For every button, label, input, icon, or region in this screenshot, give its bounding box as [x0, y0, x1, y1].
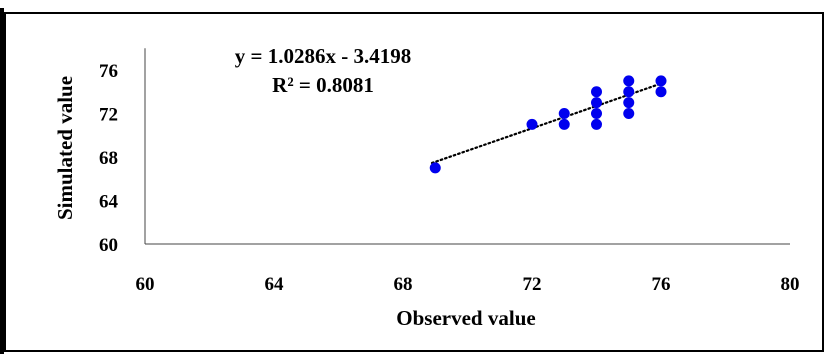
- y-tick-label: 60: [99, 235, 118, 256]
- data-point: [591, 86, 602, 98]
- data-point: [591, 97, 602, 109]
- x-tick-label: 68: [394, 274, 413, 295]
- y-axis-title: Simulated value: [53, 76, 77, 220]
- trendline: [430, 81, 664, 165]
- data-point: [526, 118, 538, 130]
- x-tick-label: 64: [265, 274, 285, 295]
- x-tick-label: 80: [781, 274, 800, 295]
- data-point: [655, 86, 667, 98]
- data-point: [558, 108, 570, 119]
- data-point: [623, 75, 635, 87]
- x-tick-label: 72: [523, 274, 542, 295]
- axes: [144, 48, 790, 245]
- data-point: [591, 118, 602, 130]
- data-point: [591, 108, 602, 119]
- x-axis-title: Observed value: [396, 306, 535, 330]
- y-tick-label: 68: [99, 148, 118, 169]
- data-point: [623, 86, 635, 98]
- data-point: [558, 118, 570, 130]
- tick-labels: 60 64 68 72 76 80 60 64 68 72 76: [99, 61, 800, 295]
- x-tick-label: 76: [652, 274, 671, 295]
- y-tick-label: 72: [99, 105, 118, 126]
- y-tick-label: 76: [99, 61, 118, 82]
- points-layer: [429, 75, 667, 174]
- frame-shadow: [0, 8, 4, 354]
- y-tick-label: 64: [99, 192, 119, 213]
- chart-frame: [4, 12, 824, 352]
- trendline-layer: [430, 81, 664, 165]
- r-squared-label: R² = 0.8081: [272, 73, 374, 97]
- trendline-equation: y = 1.0286x - 3.4198: [235, 44, 411, 68]
- data-point: [623, 97, 635, 109]
- x-tick-label: 60: [136, 274, 155, 295]
- data-point: [429, 162, 441, 174]
- data-point: [623, 108, 635, 119]
- data-point: [655, 75, 667, 87]
